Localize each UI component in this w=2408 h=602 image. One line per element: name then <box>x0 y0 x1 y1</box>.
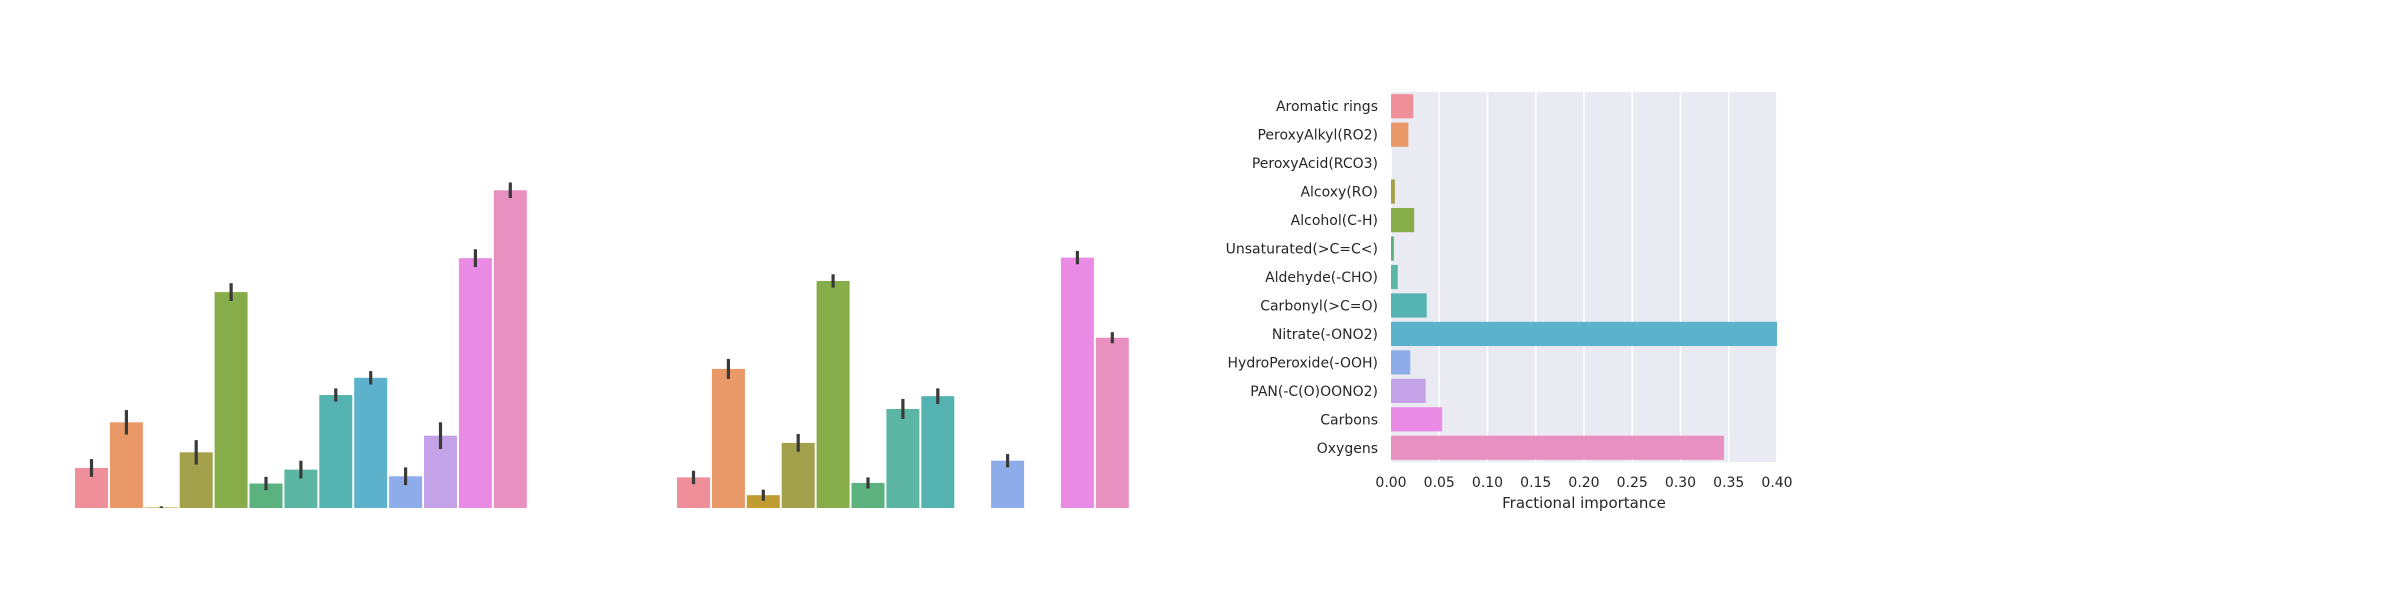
bar <box>1391 321 1777 347</box>
bar <box>1391 122 1409 147</box>
bar <box>991 460 1025 508</box>
bar <box>214 292 248 508</box>
bar <box>1391 350 1411 375</box>
bar <box>493 190 527 509</box>
bar <box>921 396 955 508</box>
y-tick-labels: Aromatic rings PeroxyAlkyl(RO2) PeroxyAcid… <box>1226 99 1378 457</box>
x-tick-label: 0.05 <box>1424 475 1455 491</box>
chart-left <box>75 182 527 509</box>
x-tick-label: 0.20 <box>1568 475 1599 491</box>
y-tick-label: Oxygens <box>1317 441 1378 457</box>
bar <box>1391 435 1724 460</box>
y-tick-label: Carbons <box>1320 412 1378 428</box>
bar <box>1060 257 1094 508</box>
x-tick-label: 0.00 <box>1375 475 1406 491</box>
bar <box>1391 179 1395 204</box>
bar <box>319 395 353 508</box>
bars <box>1391 94 1777 460</box>
y-tick-label: Carbonyl(>C=O) <box>1260 298 1378 314</box>
bar <box>1391 207 1415 233</box>
y-tick-label: Unsaturated(>C=C<) <box>1226 242 1378 258</box>
chart-middle <box>677 250 1129 508</box>
bar <box>1391 264 1398 290</box>
y-tick-label: PAN(-C(O)OONO2) <box>1250 384 1378 400</box>
bar <box>1391 94 1414 119</box>
y-tick-label: PeroxyAcid(RCO3) <box>1252 156 1378 172</box>
x-axis-label: Fractional importance <box>1502 494 1666 512</box>
bar <box>816 280 850 508</box>
x-tick-label: 0.35 <box>1713 475 1744 491</box>
y-tick-label: PeroxyAlkyl(RO2) <box>1257 128 1378 144</box>
x-tick-labels: 0.00 0.05 0.10 0.15 0.20 0.25 0.30 0.35 0.40 <box>1375 475 1792 491</box>
y-tick-label: Aldehyde(-CHO) <box>1265 270 1378 286</box>
x-tick-label: 0.30 <box>1665 475 1696 491</box>
bar <box>109 422 143 508</box>
bar <box>746 495 780 508</box>
bar <box>1391 236 1394 261</box>
bar <box>1391 407 1443 432</box>
x-tick-label: 0.40 <box>1761 475 1792 491</box>
bar <box>886 408 920 508</box>
x-tick-label: 0.10 <box>1472 475 1503 491</box>
y-tick-label: Aromatic rings <box>1276 99 1378 115</box>
y-tick-label: Alcohol(C-H) <box>1291 213 1378 229</box>
x-tick-label: 0.15 <box>1520 475 1551 491</box>
bar <box>458 258 492 508</box>
x-tick-label: 0.25 <box>1617 475 1648 491</box>
bar <box>781 442 815 508</box>
chart-right: Aromatic rings PeroxyAlkyl(RO2) PeroxyAcid… <box>1226 92 1793 512</box>
bar <box>354 377 388 508</box>
y-tick-label: Alcoxy(RO) <box>1300 185 1378 201</box>
bar <box>1391 378 1426 403</box>
bar <box>1095 337 1129 508</box>
bar <box>711 368 745 508</box>
y-tick-label: Nitrate(-ONO2) <box>1272 327 1378 343</box>
y-tick-label: HydroPeroxide(-OOH) <box>1228 355 1378 371</box>
bar <box>1391 293 1427 318</box>
